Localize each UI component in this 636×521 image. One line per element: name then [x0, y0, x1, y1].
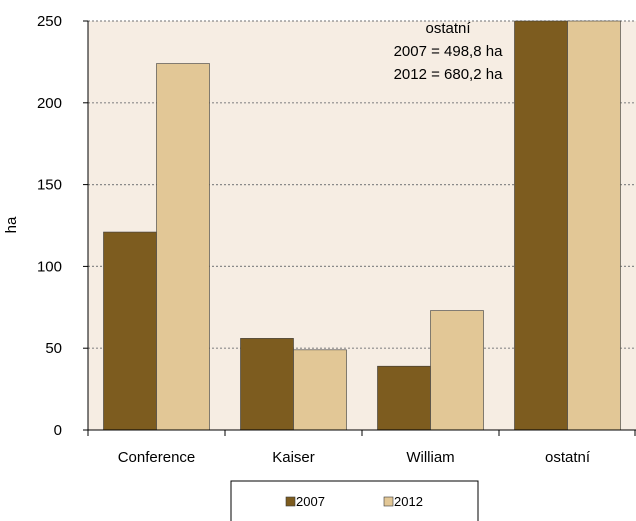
y-tick-label: 250 [37, 13, 62, 30]
legend: 2007 2012 [230, 480, 479, 521]
x-tick-label: Conference [118, 449, 196, 466]
bar-2012-Kaiser [293, 349, 347, 431]
x-tick-label: Kaiser [272, 449, 315, 466]
annotation: ostatní 2007 = 498,8 ha 2012 = 680,2 ha [394, 20, 504, 83]
bar-2007-Conference [103, 231, 157, 431]
x-axis: Conference Kaiser William ostatní [87, 429, 636, 466]
y-tick-label: 100 [37, 258, 62, 275]
bar-2012-Conference [156, 63, 210, 431]
legend-swatch-2007 [285, 496, 296, 507]
annotation-line-2: 2007 = 498,8 ha [394, 43, 504, 60]
x-tick-label: ostatní [545, 449, 591, 466]
legend-swatch-2012 [383, 496, 394, 507]
y-tick-label: 200 [37, 95, 62, 112]
bar-2007-William [377, 365, 431, 431]
y-tick-label: 0 [54, 422, 62, 439]
legend-box [230, 480, 479, 521]
annotation-line-1: ostatní [425, 20, 471, 37]
legend-label-2012: 2012 [394, 494, 423, 509]
bars [103, 20, 621, 431]
y-axis-label: ha [3, 216, 20, 233]
y-axis: 0 50 100 150 200 250 [37, 13, 89, 439]
annotation-line-3: 2012 = 680,2 ha [394, 66, 504, 83]
legend-label-2007: 2007 [296, 494, 325, 509]
x-tick-label: William [406, 449, 454, 466]
bar-2007-ostatní [514, 20, 568, 431]
bar-2007-Kaiser [240, 338, 294, 431]
bar-2012-William [430, 310, 484, 431]
y-tick-label: 50 [45, 340, 62, 357]
bar-2012-ostatní [567, 20, 621, 431]
y-tick-label: 150 [37, 177, 62, 194]
